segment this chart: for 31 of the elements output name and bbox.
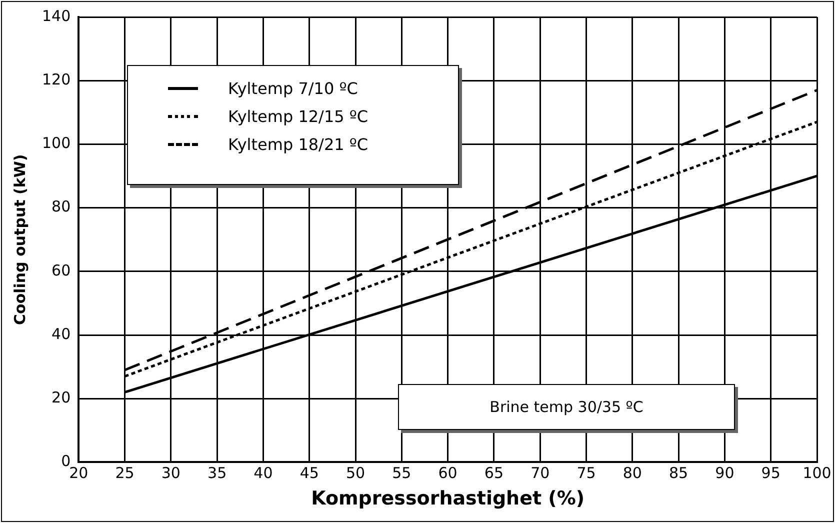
x-tick-label: 25 xyxy=(115,464,134,482)
y-tick-label: 20 xyxy=(52,388,71,406)
note-box: Brine temp 30/35 ºC xyxy=(398,384,735,430)
legend-label: Kyltemp 18/21 ºC xyxy=(228,134,368,154)
legend-label: Kyltemp 7/10 ºC xyxy=(228,78,358,98)
y-tick-label: 0 xyxy=(61,452,71,470)
legend-label: Kyltemp 12/15 ºC xyxy=(228,106,368,126)
y-tick-label: 120 xyxy=(42,70,71,88)
x-tick-label: 35 xyxy=(208,464,227,482)
x-tick-label: 40 xyxy=(254,464,273,482)
x-tick-label: 75 xyxy=(576,464,596,482)
y-tick-label: 80 xyxy=(52,198,71,216)
x-tick-label: 45 xyxy=(300,464,319,482)
x-tick-label: 90 xyxy=(715,464,734,482)
x-tick-label: 100 xyxy=(802,464,832,482)
y-tick-label: 40 xyxy=(52,324,71,343)
y-tick-label: 100 xyxy=(42,134,71,152)
x-tick-label: 30 xyxy=(161,464,180,482)
x-tick-label: 85 xyxy=(669,464,688,482)
x-tick-label: 20 xyxy=(69,464,88,482)
x-tick-label: 65 xyxy=(484,464,504,482)
y-tick-label: 140 xyxy=(42,6,71,25)
x-tick-label: 50 xyxy=(346,464,366,482)
x-tick-label: 70 xyxy=(530,464,550,482)
y-axis-title: Cooling output (kW) xyxy=(10,154,29,325)
x-tick-label: 95 xyxy=(761,464,780,482)
x-axis-title: Kompressorhastighet (%) xyxy=(311,488,585,510)
x-tick-label: 80 xyxy=(622,464,642,482)
x-tick-label: 55 xyxy=(392,464,412,482)
x-tick-label: 60 xyxy=(438,464,458,482)
y-tick-label: 60 xyxy=(52,261,71,280)
